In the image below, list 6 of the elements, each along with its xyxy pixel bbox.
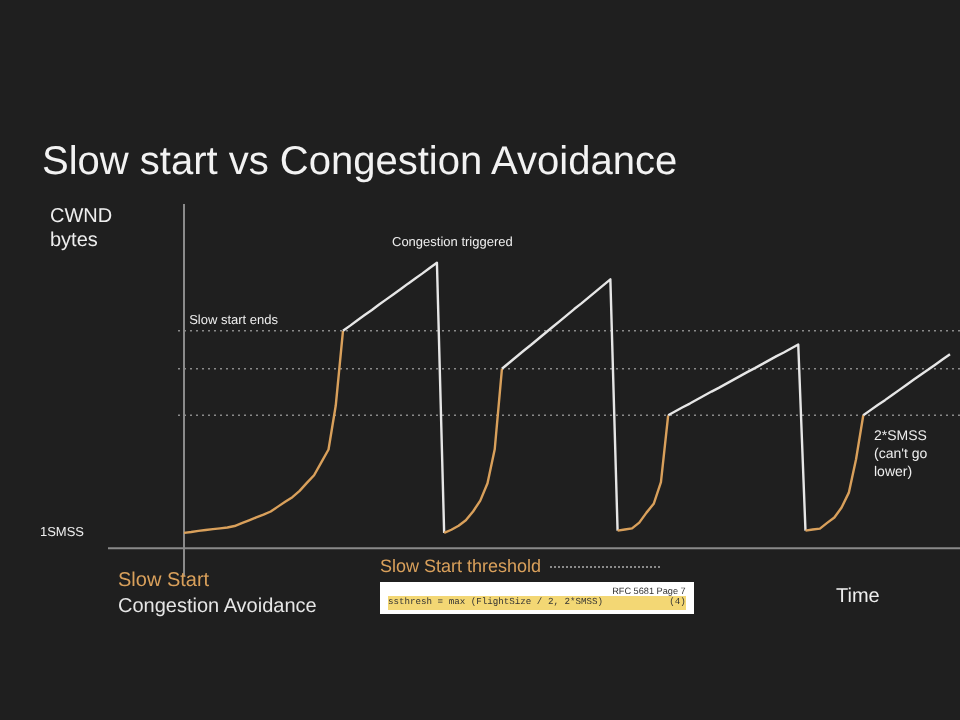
x-axis-title: Time [836, 586, 880, 608]
text: Slow Start threshold [380, 556, 542, 576]
text: Slow Start [118, 568, 212, 594]
chart-title: Slow start vs Congestion Avoidance [42, 140, 678, 186]
y-axis-title: CWND bytes [50, 206, 115, 254]
text: Congestion Avoidance [118, 594, 317, 620]
